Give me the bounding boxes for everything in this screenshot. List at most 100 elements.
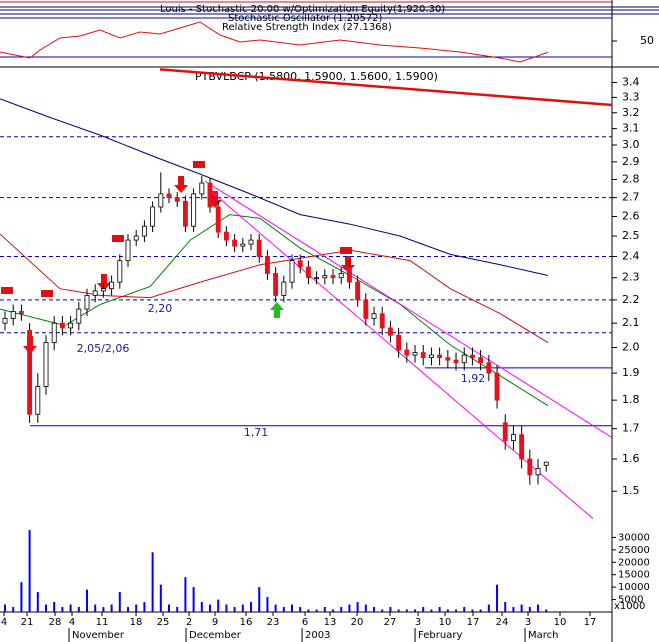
annotation: 2,20 [148,302,173,315]
volume-bar [28,529,31,612]
y-tick-label: 3.2 [622,106,640,119]
volume-tick-label: 5000 [618,595,643,606]
candle-body [18,310,24,315]
candle-body [445,357,451,361]
candle-body [191,193,197,227]
x-tick-label: 18 [130,617,143,628]
month-label: 2003 [305,630,330,641]
volume-tick-label: 15000 [618,570,650,581]
volume-bar [94,604,97,612]
candle-body [486,362,492,374]
trend-line [204,180,612,439]
y-tick-label: 2.0 [622,341,640,354]
y-tick-label: 3.4 [622,75,640,88]
candle-body [494,372,500,401]
x-tick-label: 20 [351,617,364,628]
volume-bar [307,609,310,612]
candle-body [109,281,115,290]
volume-tick-label: 30000 [618,532,650,543]
candle-body [166,193,172,199]
x-tick-label: 11 [96,617,109,628]
volume-bar [127,607,130,612]
candle-body [125,239,131,262]
volume-bar [168,604,171,612]
candle-body [420,352,426,359]
volume-bar [405,609,408,612]
indicator-tick-label: 50 [640,34,654,47]
candle-body [461,354,467,364]
candle-body [240,243,246,247]
candle-body [117,260,123,283]
y-tick-label: 3.3 [622,90,640,103]
volume-bar [159,584,162,612]
candle-body [396,334,402,351]
candle-body [437,354,443,359]
candle-body [412,352,418,356]
y-tick-label: 2.7 [622,191,640,204]
candle-body [346,266,352,283]
candle-body [305,266,311,279]
candle-body [232,239,238,247]
signal-flag [112,235,124,242]
candle-body [314,277,320,280]
candle-body [92,290,98,296]
volume-bar [118,592,121,612]
x-tick-label: 4 [69,617,75,628]
candle-body [207,182,213,208]
volume-bar [479,609,482,612]
indicator-label: Relative Strength Index (27.1368) [222,22,392,33]
volume-bar [430,609,433,612]
buy-arrow [270,302,284,318]
candle-body [248,239,254,245]
y-tick-label: 1.7 [622,422,640,435]
candle-body [510,434,516,441]
x-tick-label: 2 [186,617,192,628]
month-label: March [528,630,558,641]
candle-body [10,310,16,319]
indicator-series [0,21,549,63]
volume-bar [45,604,48,612]
volume-bar [487,604,490,612]
volume-bar [209,604,212,612]
candle-body [322,275,328,279]
volume-bar [504,602,507,612]
chart-title: PTBVLBCP (1.5800, 1.5900, 1.5600, 1.5900… [195,70,438,83]
signal-flag [1,287,13,294]
trend-line [159,68,612,107]
candle-body [141,225,147,237]
volume-bar [397,609,400,612]
indicator-label: Stochastic Oscillator (1.20572) [228,13,383,24]
candle-body [133,235,139,241]
candle-body [469,354,475,359]
volume-bar [110,604,113,612]
x-tick-label: 3 [415,617,421,628]
volume-bar [192,587,195,612]
candle-body [289,260,295,283]
volume-bar [61,607,64,612]
x-tick-label: 21 [21,617,34,628]
x-tick-label: 3 [525,617,531,628]
candle-body [387,327,393,336]
annotation: 1,71 [244,426,269,439]
volume-bar [184,577,187,612]
candle-body [371,313,377,319]
y-tick-label: 2.8 [622,172,640,185]
candle-body [100,288,106,292]
y-tick-label: 2.3 [622,271,640,284]
volume-bar [86,589,89,612]
candle-body [84,294,90,310]
volume-bar [274,604,277,612]
candle-body [535,468,541,476]
month-label: December [189,630,242,641]
x-tick-label: 17 [467,617,480,628]
volume-bar [455,609,458,612]
candle-body [256,239,262,257]
candle-body [330,275,336,279]
x-tick-label: 6 [302,617,308,628]
candle-body [215,206,221,233]
volume-bar [340,607,343,612]
month-label: February [418,630,462,641]
signal-flag [193,161,205,168]
